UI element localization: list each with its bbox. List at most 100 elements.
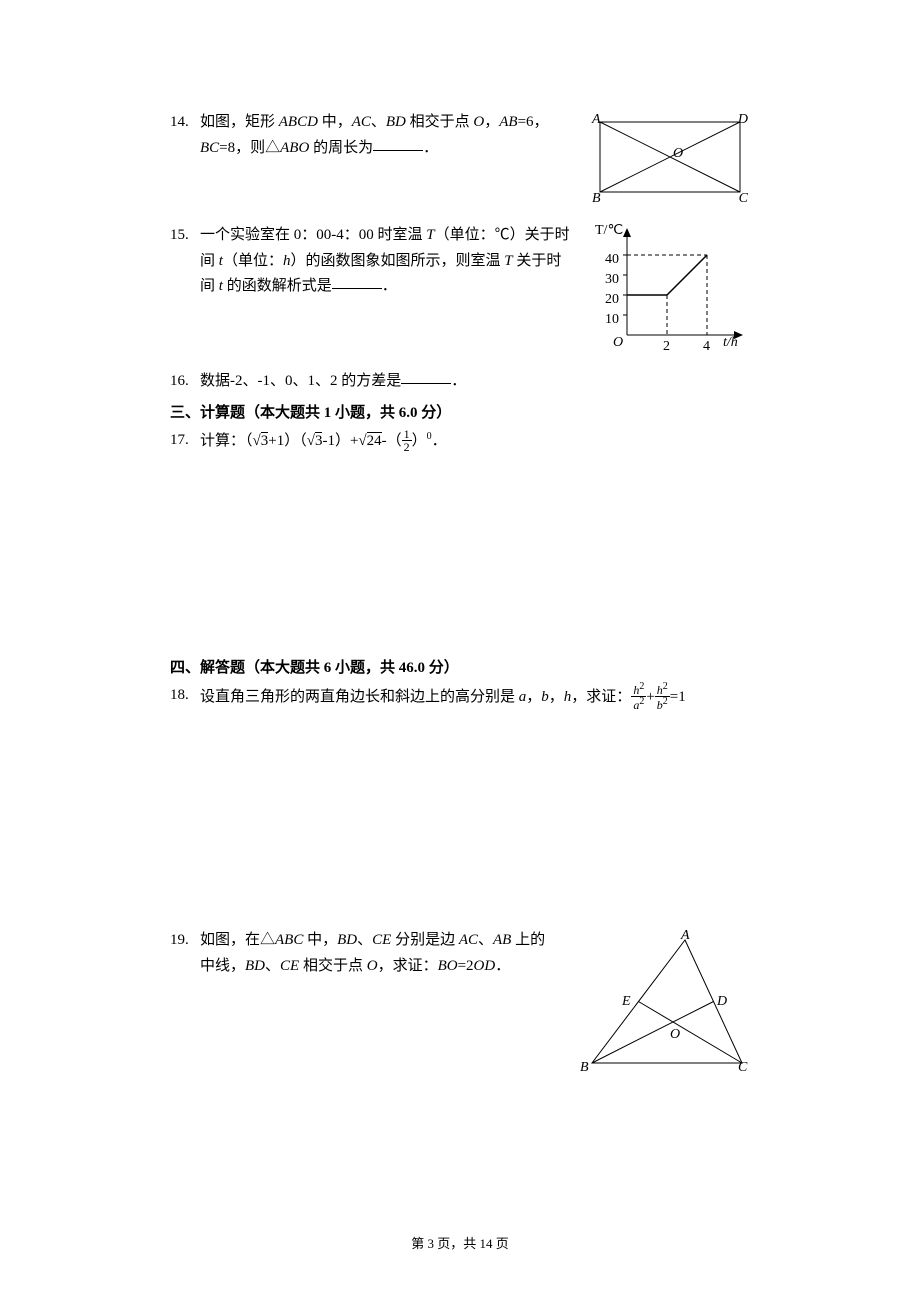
q17-period: ． (432, 433, 447, 449)
rectangle-diagram: A D B C O (590, 110, 750, 205)
q14-text-e: ， (484, 114, 499, 130)
q18-f1-num: h2 (631, 682, 646, 697)
q19-text-j: =2 (458, 958, 474, 974)
q19-abc: ABC (275, 932, 303, 948)
tri-e: E (622, 990, 631, 1014)
qnum-14: 14. (170, 110, 200, 205)
question-19: 19. 如图，在△ABC 中，BD、CE 分别是边 AC、AB 上的中线，BD、… (170, 928, 750, 1078)
q16-blank (401, 383, 451, 384)
q19-bd: BD (337, 932, 357, 948)
spacing-1 (170, 470, 750, 650)
q15-figure: T/℃ 40 30 20 10 O 2 4 t/h (595, 223, 750, 353)
lbl-o: O (673, 142, 683, 166)
q19-od: OD (474, 958, 496, 974)
q17-frac-num: 1 (402, 428, 412, 441)
tri-o: O (670, 1023, 680, 1047)
q14-bc: BC (200, 140, 219, 156)
spacing-2 (170, 728, 750, 928)
question-14: 14. 如图，矩形 ABCD 中，AC、BD 相交于点 O，AB=6，BC=8，… (170, 110, 750, 205)
q19-text-i: ，求证： (378, 958, 438, 974)
q14-text-f: =6， (518, 114, 549, 130)
chart-y10: 10 (605, 308, 619, 332)
q14-ac: AC (352, 114, 371, 130)
q17-frac-den: 2 (402, 441, 412, 453)
lbl-d: D (738, 108, 748, 132)
qnum-17: 17. (170, 428, 200, 455)
q17-sqrt24: 24 (358, 429, 381, 455)
q19-figure: A B C E D O (580, 928, 750, 1078)
qnum-18: 18. (170, 683, 200, 712)
q17-sqrt3b-inner: 3 (315, 432, 323, 449)
lbl-a: A (592, 108, 601, 132)
triangle-diagram: A B C E D O (580, 928, 750, 1078)
qtext-17: 计算：（3+1）（3-1）+24-（12）0． (200, 428, 750, 455)
q18-frac1: h2a2 (631, 682, 646, 711)
q15-text-a: 一个实验室在 0：00-4：00 时室温 (200, 227, 426, 243)
q19-ce: CE (372, 932, 391, 948)
q18-f2-num-sup: 2 (663, 681, 668, 692)
q15-text-f: 的函数解析式是 (223, 278, 332, 294)
q18-text-c: ， (549, 689, 564, 705)
q19-text-d: 分别是边 (391, 932, 459, 948)
qtext-15: 一个实验室在 0：00-4：00 时室温 T（单位：℃）关于时间 t（单位：h）… (200, 223, 750, 353)
q18-f2-num: h2 (655, 682, 670, 697)
q15-t-cap: T (426, 227, 434, 243)
question-16: 16. 数据-2、-1、0、1、2 的方差是 ． (170, 369, 750, 395)
q19-text-c: 、 (357, 932, 372, 948)
chart-origin: O (613, 331, 623, 355)
chart-xlabel: t/h (723, 331, 738, 355)
q18-f2-den-sup: 2 (663, 696, 668, 707)
q14-figure: A D B C O (590, 110, 750, 205)
q17-sqrt24-inner: 24 (367, 432, 382, 449)
question-15: 15. 一个实验室在 0：00-4：00 时室温 T（单位：℃）关于时间 t（单… (170, 223, 750, 353)
q18-b: b (541, 689, 549, 705)
qtext-16: 数据-2、-1、0、1、2 的方差是 ． (200, 369, 750, 395)
q19-text-e: 、 (478, 932, 493, 948)
q19-text-b: 中， (303, 932, 337, 948)
q19-text-a: 如图，在△ (200, 932, 275, 948)
q19-ab: AB (493, 932, 511, 948)
q16-period: ． (451, 373, 466, 389)
q14-text-h: 的周长为 (309, 140, 373, 156)
q19-o: O (367, 958, 378, 974)
q18-frac2: h2b2 (655, 682, 670, 711)
q18-eq: =1 (670, 689, 686, 705)
q18-text-a: 设直角三角形的两直角边长和斜边上的高分别是 (200, 689, 519, 705)
q15-text-c: （单位： (223, 253, 283, 269)
chart-ylabel: T/℃ (595, 219, 623, 243)
q14-period: ． (423, 140, 438, 156)
chart-diagram: T/℃ 40 30 20 10 O 2 4 t/h (595, 223, 750, 353)
q17-text-c: -1）+ (322, 433, 358, 449)
q19-bo: BO (438, 958, 458, 974)
q14-text-c: 、 (371, 114, 386, 130)
q18-f1-den-sup: 2 (639, 696, 644, 707)
q15-period: ． (382, 278, 397, 294)
q17-text-a: 计算：（ (200, 433, 253, 449)
tri-b: B (580, 1056, 589, 1080)
q17-text-d: -（ (382, 433, 402, 449)
qtext-18: 设直角三角形的两直角边长和斜边上的高分别是 a，b，h，求证：h2a2+h2b2… (200, 683, 750, 712)
q17-text-b: +1）（ (268, 433, 306, 449)
q14-text-d: 相交于点 (406, 114, 474, 130)
q14-blank (373, 150, 423, 151)
q19-ac: AC (459, 932, 478, 948)
q18-f1-num-sup: 2 (639, 681, 644, 692)
page-footer: 第 3 页，共 14 页 (0, 1233, 920, 1252)
q18-f2-den: b2 (655, 697, 670, 711)
footer-text: 第 3 页，共 14 页 (411, 1236, 509, 1251)
tri-c: C (738, 1056, 747, 1080)
q15-blank (332, 288, 382, 289)
q18-f1-den: a2 (631, 697, 646, 711)
section-4-title: 四、解答题（本大题共 6 小题，共 46.0 分） (170, 656, 750, 677)
q14-text-b: 中， (318, 114, 352, 130)
question-17: 17. 计算：（3+1）（3-1）+24-（12）0． (170, 428, 750, 455)
tri-a: A (681, 924, 690, 948)
rect-svg (590, 110, 750, 205)
qnum-16: 16. (170, 369, 200, 395)
q17-sqrt3b: 3 (307, 429, 323, 455)
q16-text-a: 数据-2、-1、0、1、2 的方差是 (200, 373, 401, 389)
q19-period: ． (495, 958, 510, 974)
q19-ce2: CE (280, 958, 299, 974)
q15-text-d: ）的函数图象如图所示，则室温 (290, 253, 504, 269)
section-3-title: 三、计算题（本大题共 1 小题，共 6.0 分） (170, 401, 750, 422)
